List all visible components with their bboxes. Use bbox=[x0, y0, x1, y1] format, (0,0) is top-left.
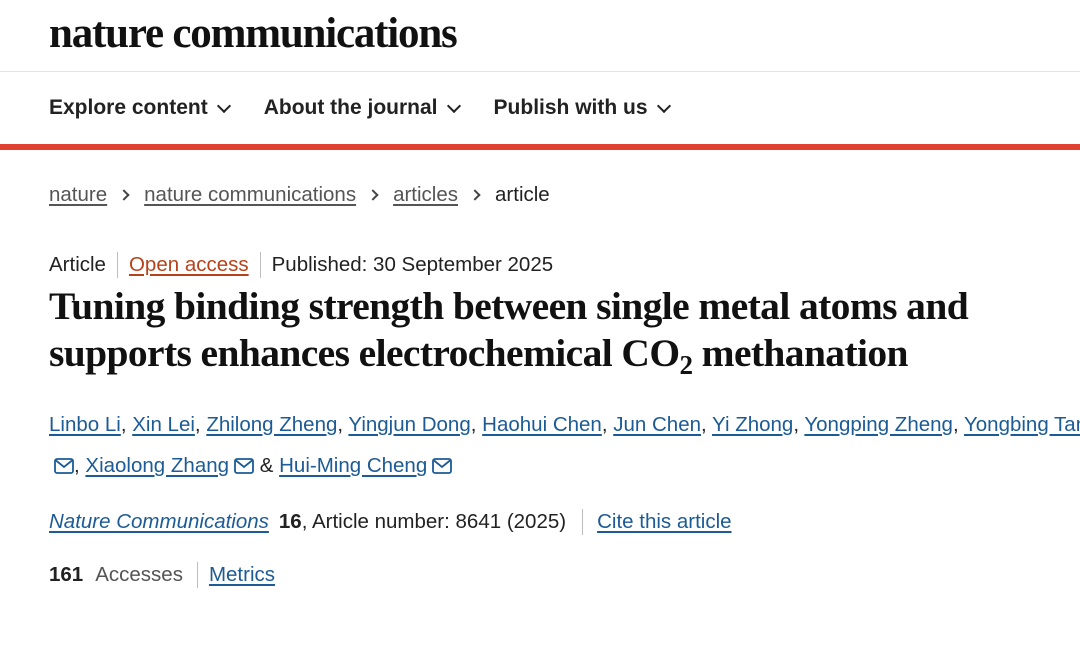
nav-publish-with-us[interactable]: Publish with us bbox=[493, 96, 671, 120]
divider bbox=[582, 509, 584, 535]
divider bbox=[196, 562, 198, 588]
author-link[interactable]: Linbo Li bbox=[49, 413, 121, 436]
mail-icon[interactable] bbox=[234, 458, 254, 474]
author-link[interactable]: Yongbing Tang bbox=[963, 413, 1080, 436]
main-navigation: Explore content About the journal Publis… bbox=[0, 72, 1080, 144]
article-title-main: Tuning binding strength between single m… bbox=[49, 284, 969, 375]
published-date: Published: 30 September 2025 bbox=[271, 253, 554, 276]
article-meta: Article Open access Published: 30 Septem… bbox=[0, 251, 1080, 279]
author-link[interactable]: Yongping Zheng bbox=[804, 413, 953, 436]
breadcrumb-articles[interactable]: articles bbox=[393, 183, 459, 206]
nav-accent-bar bbox=[0, 144, 1080, 150]
journal-link[interactable]: Nature Communications bbox=[49, 510, 269, 533]
nav-explore-content-label: Explore content bbox=[49, 96, 208, 119]
nav-about-journal[interactable]: About the journal bbox=[263, 96, 461, 120]
chevron-right-icon bbox=[118, 189, 130, 201]
article-title-subscript: 2 bbox=[679, 350, 693, 380]
author-link[interactable]: Yi Zhong bbox=[712, 413, 794, 436]
article-type: Article bbox=[49, 253, 106, 276]
author-separator: , bbox=[601, 413, 614, 436]
divider bbox=[259, 252, 261, 278]
metrics-line: 161 Accesses Metrics bbox=[0, 560, 1080, 590]
mail-icon[interactable] bbox=[432, 458, 453, 474]
chevron-down-icon bbox=[446, 98, 461, 113]
chevron-right-icon bbox=[469, 189, 481, 201]
chevron-down-icon bbox=[656, 98, 671, 113]
site-logo[interactable]: nature communications bbox=[49, 10, 458, 57]
author-link[interactable]: Zhilong Zheng bbox=[206, 413, 338, 436]
author-separator: , bbox=[701, 413, 713, 436]
author-separator: & bbox=[254, 454, 280, 477]
author-link[interactable]: Xiaolong Zhang bbox=[85, 454, 230, 477]
nav-explore-content[interactable]: Explore content bbox=[49, 96, 231, 120]
article-title: Tuning binding strength between single m… bbox=[49, 283, 1049, 380]
open-access-link[interactable]: Open access bbox=[128, 253, 249, 276]
author-link[interactable]: Jun Chen bbox=[613, 413, 701, 436]
breadcrumb-current: article bbox=[495, 183, 550, 206]
author-link[interactable]: Xin Lei bbox=[132, 413, 195, 436]
author-separator: , bbox=[337, 413, 349, 436]
author-link[interactable]: Haohui Chen bbox=[482, 413, 602, 436]
article-title-end: methanation bbox=[692, 331, 909, 375]
author-separator: , bbox=[120, 413, 133, 436]
article-number: , Article number: 8641 (2025) bbox=[301, 510, 567, 533]
cite-this-article-link[interactable]: Cite this article bbox=[597, 510, 732, 533]
mail-icon[interactable] bbox=[54, 458, 74, 474]
nav-publish-with-us-label: Publish with us bbox=[493, 96, 648, 119]
citation-line: Nature Communications 16 , Article numbe… bbox=[0, 507, 1080, 537]
breadcrumb-nature[interactable]: nature bbox=[49, 183, 108, 206]
author-link[interactable]: Yingjun Dong bbox=[348, 413, 471, 436]
author-link[interactable]: Hui-Ming Cheng bbox=[279, 454, 428, 477]
author-separator: , bbox=[194, 413, 207, 436]
chevron-right-icon bbox=[367, 189, 379, 201]
accesses-count: 161 bbox=[49, 563, 84, 586]
divider bbox=[116, 252, 118, 278]
breadcrumb: nature nature communications articles ar… bbox=[0, 177, 1080, 213]
site-header: nature communications bbox=[0, 0, 1080, 72]
volume-number: 16 bbox=[278, 510, 302, 533]
chevron-down-icon bbox=[216, 98, 231, 113]
author-separator: , bbox=[952, 413, 964, 436]
breadcrumb-nature-communications[interactable]: nature communications bbox=[144, 183, 357, 206]
author-list: Linbo Li, Xin Lei, Zhilong Zheng, Yingju… bbox=[49, 404, 1080, 486]
author-separator: , bbox=[793, 413, 805, 436]
author-separator: , bbox=[470, 413, 483, 436]
accesses-label: Accesses bbox=[95, 563, 183, 586]
metrics-link[interactable]: Metrics bbox=[208, 563, 276, 586]
author-separator: , bbox=[74, 454, 86, 477]
nav-about-journal-label: About the journal bbox=[263, 96, 438, 119]
